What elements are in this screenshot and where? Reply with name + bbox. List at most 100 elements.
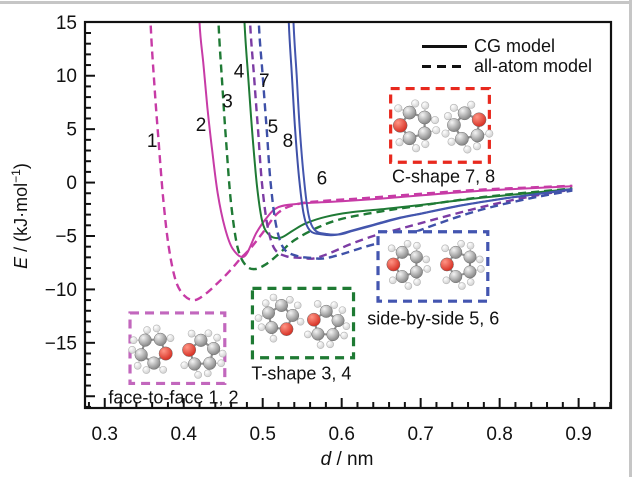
curves xyxy=(149,23,573,302)
carbon-atom xyxy=(194,333,208,347)
dashed-line-icon xyxy=(422,64,467,68)
hydrogen-atom xyxy=(421,101,430,110)
legend-label-cg: CG model xyxy=(474,36,556,56)
carbon-atom xyxy=(457,106,472,121)
hydrogen-atom xyxy=(203,369,212,378)
carbon-atom xyxy=(326,328,340,342)
y-tick-label: −5 xyxy=(55,226,77,247)
x-tick-label: 0.5 xyxy=(249,424,275,445)
hydrogen-atom xyxy=(340,331,348,340)
annotation-box-face-to-face xyxy=(128,311,227,386)
curve-label-3: 3 xyxy=(222,91,233,112)
carbon-atom xyxy=(311,327,325,341)
x-axis-variable: d xyxy=(320,449,332,470)
hydrogen-atom xyxy=(133,361,142,370)
carbon-atom xyxy=(207,342,221,356)
carbon-atom xyxy=(319,304,333,318)
y-tick-label: −10 xyxy=(45,280,77,301)
curve-label-8: 8 xyxy=(283,131,294,152)
hydrogen-atom xyxy=(313,300,322,308)
oxygen-atom xyxy=(471,112,487,127)
hydrogen-atom xyxy=(204,329,213,338)
carbon-atom xyxy=(417,110,432,125)
molecule-pair-side-by-side xyxy=(386,239,485,290)
molecule-pair-face-to-face xyxy=(128,324,227,379)
y-axis-unit-close: ) xyxy=(11,163,31,170)
hydrogen-atom xyxy=(485,129,494,138)
oxygen-atom xyxy=(279,322,294,336)
carbon-atom xyxy=(470,128,485,143)
x-tick-label: 0.8 xyxy=(486,424,512,445)
hydrogen-atom xyxy=(443,112,452,121)
carbon-atom xyxy=(331,314,345,328)
hydrogen-atom xyxy=(394,104,403,113)
hydrogen-atom xyxy=(466,241,475,250)
hydrogen-atom xyxy=(296,317,305,326)
oxygen-atom xyxy=(440,257,454,272)
hydrogen-atom xyxy=(413,278,421,286)
oxygen-atom xyxy=(306,312,321,327)
carbon-atom xyxy=(147,356,161,370)
hydrogen-atom xyxy=(217,359,226,368)
y-axis-variable: E xyxy=(11,256,31,269)
x-axis-unit: / nm xyxy=(331,449,374,470)
carbon-atom xyxy=(203,356,217,370)
hydrogen-atom xyxy=(129,336,138,345)
hydrogen-atom xyxy=(387,244,396,253)
curve-label-5: 5 xyxy=(268,117,279,138)
carbon-atom xyxy=(449,270,463,284)
curve-3-all-atom-T-shape xyxy=(217,23,573,271)
hydrogen-atom xyxy=(166,334,175,342)
curve-1-all-atom-face-to-face xyxy=(149,23,573,302)
hydrogen-atom xyxy=(180,361,189,370)
solid-line-icon xyxy=(422,44,467,48)
carbon-atom xyxy=(286,308,300,322)
y-tick-label: 0 xyxy=(66,173,77,194)
x-tick-label: 0.6 xyxy=(328,424,354,445)
carbon-atom xyxy=(417,126,432,141)
hydrogen-atom xyxy=(269,334,278,343)
y-tick-label: 5 xyxy=(66,120,77,141)
carbon-atom xyxy=(265,321,279,335)
legend-label-all-atom: all-atom model xyxy=(474,56,593,76)
plot-frame xyxy=(83,20,613,410)
hydrogen-atom xyxy=(441,244,449,253)
hydrogen-atom xyxy=(403,239,412,248)
hydrogen-atom xyxy=(477,265,485,273)
annotation-caption-c-shape: C-shape 7, 8 xyxy=(392,166,496,187)
carbon-atom xyxy=(409,265,423,279)
figure-border-top xyxy=(0,1,632,4)
carbon-atom xyxy=(463,265,477,279)
hydrogen-atom xyxy=(431,116,440,125)
y-tick-label: 10 xyxy=(56,66,77,87)
hydrogen-atom xyxy=(194,371,202,379)
molecule-pair-c-shape xyxy=(392,99,494,154)
y-axis-unit: / (kJ·mol xyxy=(11,182,31,257)
annotation-caption-face-to-face: face-to-face 1, 2 xyxy=(108,387,239,408)
hydrogen-atom xyxy=(423,265,432,273)
hydrogen-atom xyxy=(293,301,302,310)
oxygen-atom xyxy=(158,346,173,361)
c-shape-box xyxy=(389,86,491,164)
hydrogen-atom xyxy=(421,140,430,149)
carbon-atom xyxy=(447,118,461,132)
hydrogen-atom xyxy=(458,282,466,290)
hydrogen-atom xyxy=(467,100,476,109)
hydrogen-atom xyxy=(316,341,325,349)
carbon-atom xyxy=(402,105,417,120)
hydrogen-atom xyxy=(342,322,351,331)
hydrogen-atom xyxy=(261,299,270,307)
hydrogen-atom xyxy=(449,103,458,112)
oxygen-atom xyxy=(386,257,401,272)
oxygen-atom xyxy=(392,118,408,133)
annotation-caption-t-shape: T-shape 3, 4 xyxy=(251,363,352,384)
hydrogen-atom xyxy=(463,145,472,154)
hydrogen-atom xyxy=(286,296,294,304)
hydrogen-atom xyxy=(442,276,451,285)
curve-label-1: 1 xyxy=(147,131,158,152)
hydrogen-atom xyxy=(473,142,482,151)
legend-item-cg: CG model xyxy=(422,36,592,56)
hydrogen-atom xyxy=(326,340,334,349)
